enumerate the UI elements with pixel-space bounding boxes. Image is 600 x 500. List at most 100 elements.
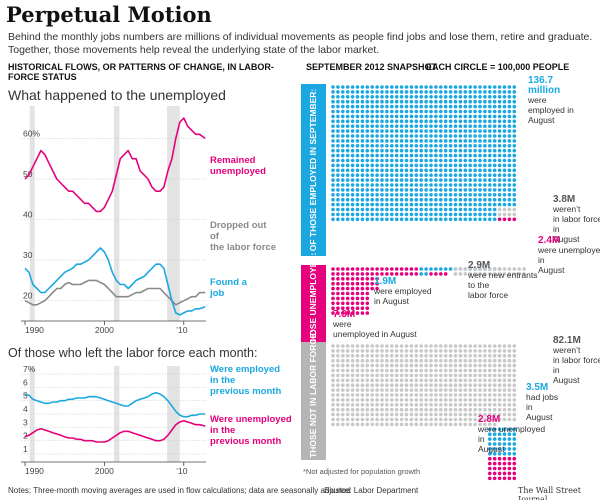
dot-employed [355, 153, 360, 158]
dot-employed [488, 158, 492, 163]
dot-not-in-labor-force [404, 398, 409, 402]
dot-not-in-labor-force [492, 393, 497, 397]
dot-not-in-labor-force [492, 422, 497, 427]
dot-employed [429, 163, 433, 168]
dot-employed [380, 153, 384, 158]
dot-employed [414, 95, 419, 99]
dot-not-in-labor-force [394, 383, 399, 388]
dot-employed [478, 139, 482, 143]
dot-employed [488, 447, 492, 451]
dot-employed [443, 267, 448, 271]
dot-employed [434, 109, 438, 114]
dot-employed [502, 99, 507, 104]
dot-not-in-labor-force [488, 378, 492, 383]
dot-not-in-labor-force [336, 383, 340, 388]
dot-employed [331, 90, 335, 94]
dot-employed [492, 99, 497, 104]
dot-employed [414, 134, 419, 138]
dot-employed [414, 168, 419, 173]
dot-employed [512, 124, 517, 128]
dot-employed [345, 129, 350, 133]
dot-employed [483, 85, 487, 89]
dot-employed [429, 183, 433, 187]
dot-employed [370, 85, 374, 89]
dot-employed [360, 148, 365, 153]
dot-employed [399, 148, 404, 153]
dot-employed [355, 158, 360, 163]
dot-employed [478, 99, 482, 104]
dot-employed [439, 148, 443, 153]
dot-not-in-labor-force [345, 378, 350, 383]
dot-employed [375, 153, 379, 158]
dot-unemployed [497, 466, 502, 471]
dot-not-in-labor-force [483, 354, 487, 358]
dot-employed [473, 114, 477, 119]
dot-employed [380, 119, 384, 124]
dot-employed [385, 207, 389, 212]
dot-not-in-labor-force [365, 412, 370, 417]
dot-not-in-labor-force [458, 383, 463, 388]
dot-not-in-labor-force [448, 378, 453, 383]
dot-not-in-labor-force [390, 354, 394, 358]
dot-employed [483, 163, 487, 168]
dot-employed [419, 193, 423, 197]
dot-not-in-labor-force [404, 378, 409, 383]
dot-not-in-labor-force [385, 378, 389, 383]
dot-employed [463, 168, 468, 173]
dot-employed [375, 109, 379, 114]
dot-employed [473, 124, 477, 128]
dot-employed [331, 148, 335, 153]
dot-employed [380, 212, 384, 217]
employed-group-bar [301, 84, 326, 256]
dot-not-in-labor-force [370, 373, 374, 378]
series-label-dropped-out-of-the-labor-force: Dropped out of the labor force [210, 220, 276, 253]
dot-employed [370, 193, 374, 197]
dot-employed [502, 193, 507, 197]
dot-employed [443, 119, 448, 124]
dot-not-in-labor-force [375, 383, 379, 388]
dot-employed [483, 99, 487, 104]
dot-unemployed [380, 267, 384, 271]
dot-employed [448, 85, 453, 89]
dot-employed [448, 197, 453, 202]
dot-not-in-labor-force [448, 422, 453, 427]
dot-not-in-labor-force [473, 383, 477, 388]
dot-not-in-labor-force [414, 417, 419, 422]
dot-employed [512, 158, 517, 163]
dot-not-in-labor-force [390, 412, 394, 417]
dot-employed [443, 109, 448, 114]
dot-employed [360, 188, 365, 192]
dot-unemployed [512, 461, 517, 466]
dot-employed [439, 144, 443, 148]
dot-employed [409, 134, 414, 138]
dot-not-in-labor-force [355, 388, 360, 392]
dot-not-in-labor-force [390, 403, 394, 407]
dot-employed [409, 90, 414, 94]
dot-not-in-labor-force [399, 354, 404, 358]
dot-employed [390, 148, 394, 153]
dot-employed [434, 153, 438, 158]
dot-employed [345, 207, 350, 212]
dot-employed [512, 197, 517, 202]
dot-employed [399, 207, 404, 212]
dot-not-in-labor-force [488, 368, 492, 373]
dot-employed [478, 212, 482, 217]
dot-not-in-labor-force [502, 368, 507, 373]
dot-not-in-labor-force [483, 417, 487, 422]
dot-employed [394, 104, 399, 109]
dot-employed [468, 207, 472, 212]
dot-new-entrants [512, 267, 517, 271]
dot-employed [375, 124, 379, 128]
dot-employed [404, 212, 409, 217]
dot-employed [336, 193, 340, 197]
dot-employed [439, 158, 443, 163]
dot-employed [512, 109, 517, 114]
dot-employed [365, 95, 370, 99]
dot-not-in-labor-force [345, 383, 350, 388]
dot-employed [463, 153, 468, 158]
dot-not-in-labor-force [492, 383, 497, 388]
dot-not-in-labor-force [345, 373, 350, 378]
dot-employed [424, 95, 428, 99]
dot-not-in-labor-force [502, 354, 507, 358]
dot-employed [390, 153, 394, 158]
